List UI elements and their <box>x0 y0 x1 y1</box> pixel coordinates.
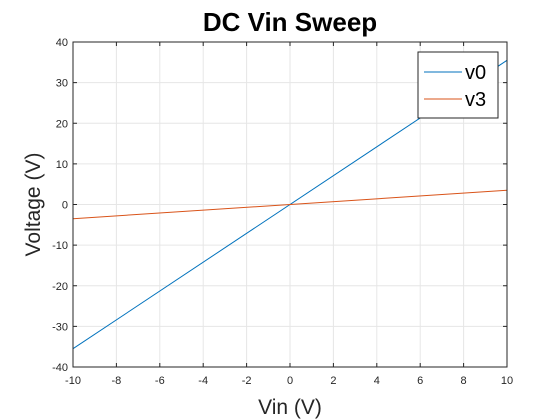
y-tick-label: 0 <box>62 200 68 212</box>
y-tick-label: -30 <box>52 321 68 333</box>
x-axis-title: Vin (V) <box>258 396 322 419</box>
x-tick-label: 2 <box>330 375 336 387</box>
x-tick-label: 6 <box>417 375 423 387</box>
y-tick-label: 10 <box>56 159 68 171</box>
x-tick-label: 10 <box>501 375 513 387</box>
y-tick-label: -20 <box>52 281 68 293</box>
x-tick-label: 0 <box>287 375 293 387</box>
legend-label-v0: v0 <box>465 62 486 84</box>
y-tick-label: -10 <box>52 240 68 252</box>
y-tick-label: 40 <box>56 37 68 49</box>
x-tick-label: -4 <box>198 375 208 387</box>
y-axis-title: Voltage (V) <box>22 153 45 257</box>
x-tick-label: 8 <box>461 375 467 387</box>
x-tick-label: -10 <box>65 375 81 387</box>
y-tick-label: -40 <box>52 362 68 374</box>
y-tick-label: 20 <box>56 118 68 130</box>
chart-title: DC Vin Sweep <box>203 7 377 37</box>
legend-label-v3: v3 <box>465 89 486 111</box>
x-tick-label: -2 <box>242 375 252 387</box>
x-tick-label: -8 <box>112 375 122 387</box>
y-tick-label: 30 <box>56 78 68 90</box>
x-tick-label: 4 <box>374 375 380 387</box>
x-tick-label: -6 <box>155 375 165 387</box>
